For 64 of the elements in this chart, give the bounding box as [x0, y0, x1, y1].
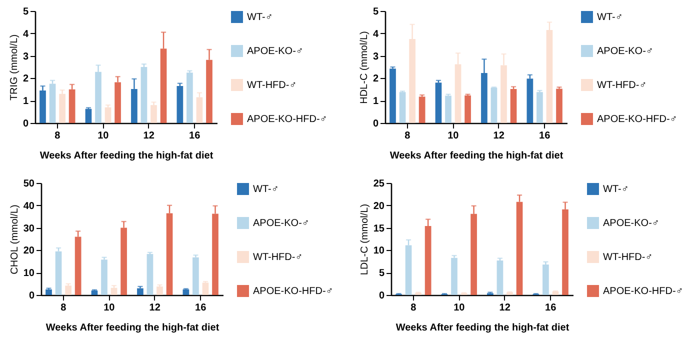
legend-label: APOE-KO-HFD-♂ [597, 114, 678, 125]
y-tick-label: 2 [22, 74, 29, 85]
x-tick-label: 12 [149, 302, 161, 314]
x-tick-label: 12 [143, 130, 155, 142]
y-tick-label: 10 [23, 268, 35, 280]
y-tick-label: 20 [23, 246, 35, 257]
x-tick-label: 16 [195, 302, 207, 314]
legend-label: WT-HFD-♂ [597, 80, 647, 91]
y-axis-title: LDL-C (mmol/L) [359, 204, 370, 276]
y-tick-label: 5 [22, 6, 29, 18]
x-tick-label: 10 [104, 302, 116, 314]
y-tick-label: 4 [372, 28, 379, 40]
y-tick-label: 10 [373, 246, 385, 257]
y-tick-label: 1 [372, 96, 379, 108]
y-tick-label: 5 [378, 268, 385, 280]
legend-label: APOE-KO-HFD-♂ [603, 286, 684, 297]
y-tick-label: 4 [22, 28, 29, 40]
legend-label: APOE-KO-♂ [603, 218, 660, 229]
legend-label: WT-♂ [597, 12, 623, 23]
x-tick-label: 12 [493, 130, 505, 142]
x-tick-label: 12 [499, 302, 511, 314]
y-tick-label: 1 [22, 96, 29, 108]
y-tick-label: 0 [22, 118, 29, 130]
y-axis-title: HDL-C (mmol/L) [358, 31, 370, 104]
x-axis-title: Weeks After feeding the high-fat diet [390, 150, 564, 162]
legend-label: WT-♂ [253, 184, 279, 195]
x-tick-label: 8 [60, 302, 67, 314]
y-tick-label: 2 [372, 74, 379, 85]
x-axis-title: Weeks After feeding the high-fat diet [46, 322, 220, 334]
y-tick-label: 50 [23, 178, 35, 190]
y-axis-title: TRIG (mmol/L) [8, 34, 20, 101]
legend-label: WT-HFD-♂ [247, 80, 297, 91]
y-tick-label: 40 [23, 200, 35, 212]
x-tick-label: 8 [404, 130, 411, 142]
y-tick-label: 30 [23, 223, 35, 234]
x-tick-label: 8 [410, 302, 417, 314]
legend-label: APOE-KO-HFD-♂ [247, 114, 328, 125]
y-tick-label: 3 [372, 51, 379, 62]
legend-label: WT-♂ [247, 12, 273, 23]
x-tick-label: 16 [189, 130, 201, 142]
legend-label: APOE-KO-♂ [247, 46, 304, 57]
x-tick-label: 10 [448, 130, 460, 142]
x-tick-label: 10 [454, 302, 466, 314]
y-tick-label: 3 [22, 51, 29, 62]
legend-label: WT-HFD-♂ [253, 252, 303, 263]
legend-label: WT-HFD-♂ [603, 252, 653, 263]
x-tick-label: 16 [539, 130, 551, 142]
x-axis-title: Weeks After feeding the high-fat diet [40, 150, 214, 162]
legend-label: APOE-KO-HFD-♂ [253, 286, 334, 297]
x-tick-label: 8 [54, 130, 61, 142]
y-tick-label: 0 [378, 290, 385, 302]
legend-label: APOE-KO-♂ [253, 218, 310, 229]
y-tick-label: 0 [372, 118, 379, 130]
x-axis-title: Weeks After feeding the high-fat diet [396, 322, 570, 334]
y-tick-label: 25 [373, 178, 385, 190]
legend-label: WT-♂ [603, 184, 629, 195]
y-tick-label: 20 [373, 200, 385, 212]
y-axis-title: CHOL (mmol/L) [9, 204, 20, 274]
y-tick-label: 15 [373, 223, 385, 234]
y-tick-label: 5 [372, 6, 379, 18]
x-tick-label: 16 [545, 302, 557, 314]
legend-label: APOE-KO-♂ [597, 46, 654, 57]
x-tick-label: 10 [98, 130, 110, 142]
y-tick-label: 0 [28, 290, 35, 302]
